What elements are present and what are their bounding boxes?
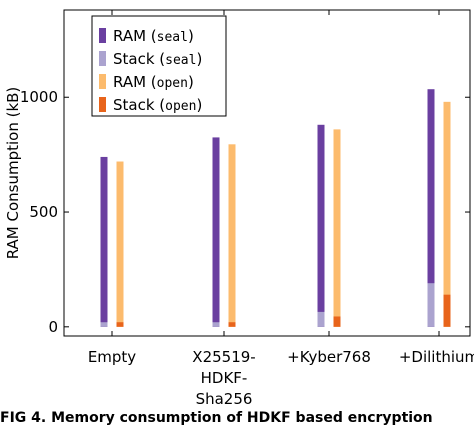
legend-label-stack-seal: Stack (seal) [113, 50, 202, 68]
bar-stack-open-x25519-hdkf-sha256 [228, 322, 236, 327]
bar-stack-open-kyber768 [333, 316, 341, 327]
legend-label-ram-seal: RAM (seal) [113, 27, 194, 45]
bar-ram-seal-empty [100, 156, 108, 327]
figure-caption: FIG 4. Memory consumption of HDKF based … [0, 410, 433, 426]
x-tick-label-kyber768: +Kyber768 [287, 348, 371, 366]
y-tick-label: 0 [48, 318, 58, 336]
y-tick-label: 1000 [20, 88, 58, 106]
legend: RAM (seal) Stack (seal) RAM (open) Stack (o… [91, 15, 227, 117]
legend-swatch-stack-seal [99, 51, 106, 66]
plot-frame [63, 9, 471, 337]
y-axis-label: RAM Consumption (kB) [4, 87, 22, 260]
legend-label-ram-open: RAM (open) [113, 73, 194, 91]
legend-box [91, 15, 227, 117]
bar-stack-seal-kyber768 [317, 311, 325, 327]
bar-ram-open-empty [116, 161, 124, 327]
bar-ram-open-dilithium [443, 101, 451, 327]
legend-swatch-ram-seal [99, 28, 106, 43]
x-tick-label-empty: Empty [88, 348, 136, 366]
bar-ram-seal-dilithium [427, 89, 435, 327]
legend-label-stack-open: Stack (open) [113, 96, 202, 114]
bars-layer [100, 89, 451, 327]
ram-consumption-chart: 0 500 1000 Empty X25519-HDKF-Sha256 +Kyber76… [4, 9, 474, 408]
bar-stack-seal-dilithium [427, 283, 435, 327]
x-tick-label-dilithium: +Dilithium [399, 348, 474, 366]
bar-ram-seal-kyber768 [317, 124, 325, 327]
legend-swatch-ram-open [99, 74, 106, 89]
bar-ram-open-kyber768 [333, 129, 341, 327]
x-tick-label-x25519-hdkf-sha256: X25519-HDKF-Sha256 [192, 348, 255, 408]
bar-stack-seal-x25519-hdkf-sha256 [212, 322, 220, 327]
bar-ram-open-x25519-hdkf-sha256 [228, 144, 236, 327]
bar-ram-seal-x25519-hdkf-sha256 [212, 137, 220, 327]
bar-stack-seal-empty [100, 322, 108, 327]
x-axis: Empty X25519-HDKF-Sha256 +Kyber768 +Dilithi… [88, 10, 474, 408]
bar-stack-open-empty [116, 322, 124, 327]
y-axis: 0 500 1000 [20, 88, 470, 336]
legend-swatch-stack-open [99, 97, 106, 112]
bar-stack-open-dilithium [443, 294, 451, 327]
y-tick-label: 500 [29, 203, 58, 221]
